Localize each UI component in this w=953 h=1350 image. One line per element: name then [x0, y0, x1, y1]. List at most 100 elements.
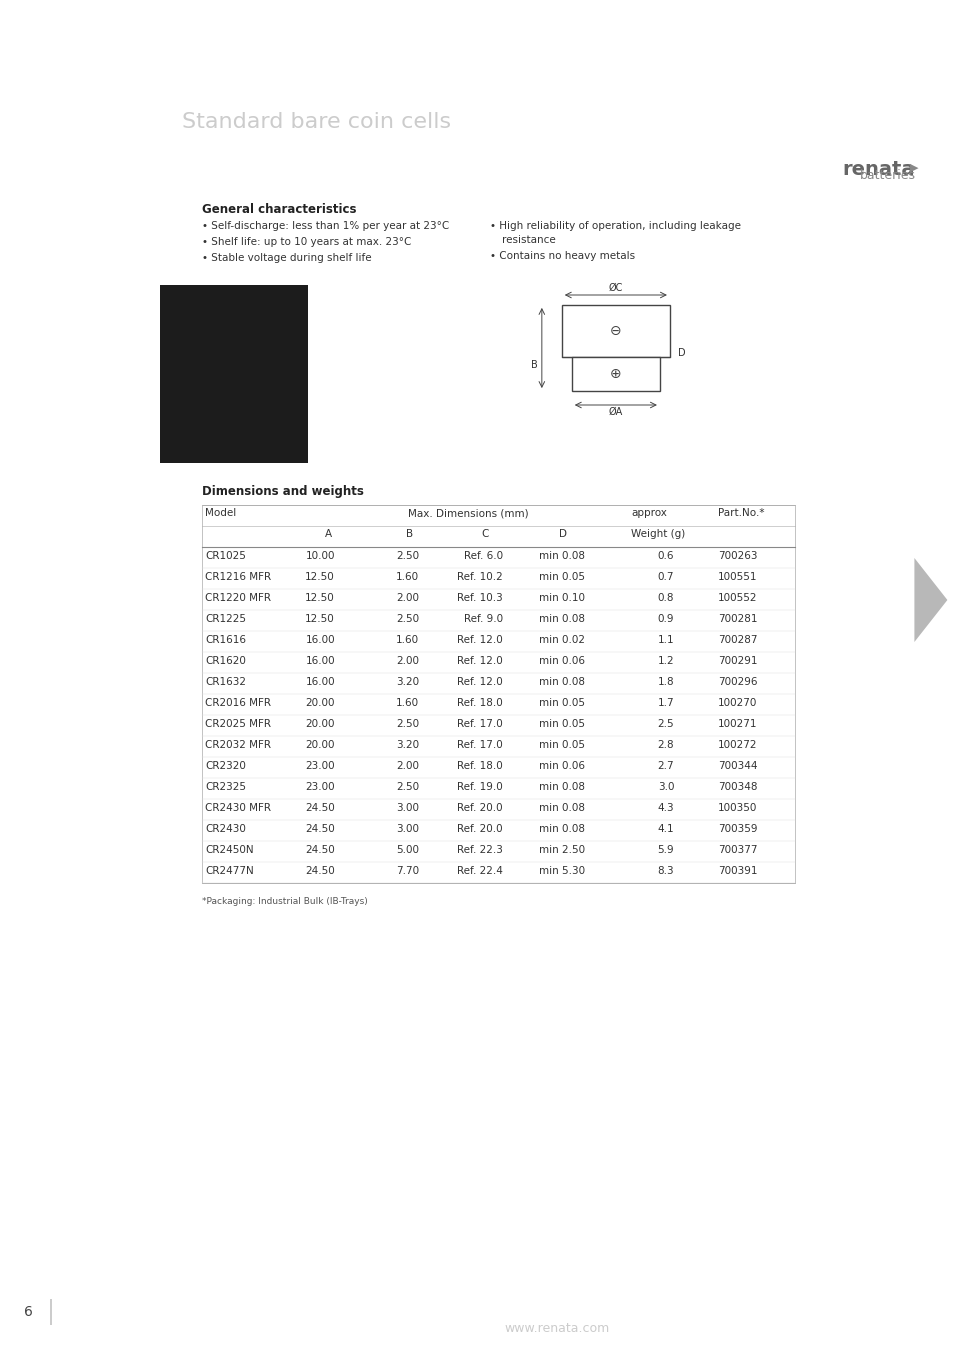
Text: renata: renata [841, 161, 914, 180]
Text: Ref. 17.0: Ref. 17.0 [456, 720, 502, 729]
Text: ⊕: ⊕ [609, 367, 621, 381]
Text: D: D [558, 529, 566, 539]
Text: 700391: 700391 [718, 865, 757, 876]
Polygon shape [913, 558, 946, 643]
Text: min 0.06: min 0.06 [538, 656, 584, 666]
Text: Ref. 20.0: Ref. 20.0 [456, 824, 502, 834]
Text: 3.20: 3.20 [395, 740, 418, 751]
Text: 5.9: 5.9 [657, 845, 674, 855]
Text: min 0.05: min 0.05 [538, 698, 584, 707]
Text: 2.00: 2.00 [395, 593, 418, 603]
Text: min 0.08: min 0.08 [538, 614, 584, 624]
Text: CR2320: CR2320 [205, 761, 246, 771]
Text: min 0.05: min 0.05 [538, 740, 584, 751]
Text: Standard bare coin cells: Standard bare coin cells [182, 112, 451, 132]
Text: 4.1: 4.1 [657, 824, 674, 834]
Text: 700344: 700344 [718, 761, 757, 771]
Text: 3.0: 3.0 [657, 782, 674, 792]
Text: min 0.02: min 0.02 [538, 634, 584, 645]
Text: 24.50: 24.50 [305, 824, 335, 834]
Text: CR2032 MFR: CR2032 MFR [205, 740, 271, 751]
Text: 700377: 700377 [718, 845, 757, 855]
Text: 6: 6 [24, 1305, 32, 1319]
Text: 5.00: 5.00 [395, 845, 418, 855]
Text: 1.1: 1.1 [657, 634, 674, 645]
Text: • Self-discharge: less than 1% per year at 23°C: • Self-discharge: less than 1% per year … [202, 221, 449, 231]
Text: 700291: 700291 [718, 656, 757, 666]
Text: Ref. 20.0: Ref. 20.0 [456, 803, 502, 813]
Text: Ref. 22.4: Ref. 22.4 [456, 865, 502, 876]
Text: Dimensions and weights: Dimensions and weights [202, 485, 363, 498]
Text: 1.60: 1.60 [395, 572, 418, 582]
Text: 16.00: 16.00 [305, 634, 335, 645]
Text: General characteristics: General characteristics [202, 202, 356, 216]
Text: Ref. 18.0: Ref. 18.0 [456, 698, 502, 707]
Text: resistance: resistance [501, 235, 556, 244]
Text: 100350: 100350 [718, 803, 757, 813]
Text: 16.00: 16.00 [305, 656, 335, 666]
Text: 3.20: 3.20 [395, 676, 418, 687]
Text: min 0.08: min 0.08 [538, 551, 584, 562]
Text: CR1025: CR1025 [205, 551, 246, 562]
Text: www.renata.com: www.renata.com [504, 1323, 609, 1335]
Text: 1.60: 1.60 [395, 634, 418, 645]
Text: Part.No.*: Part.No.* [718, 508, 763, 518]
Bar [160, 285, 308, 463]
Text: 20.00: 20.00 [305, 698, 335, 707]
Text: 12.50: 12.50 [305, 593, 335, 603]
Text: 700263: 700263 [718, 551, 757, 562]
Text: 0.6: 0.6 [657, 551, 674, 562]
Text: 20.00: 20.00 [305, 740, 335, 751]
Text: C: C [481, 529, 488, 539]
Text: 2.50: 2.50 [395, 782, 418, 792]
Text: 23.00: 23.00 [305, 782, 335, 792]
Text: CR2016 MFR: CR2016 MFR [205, 698, 271, 707]
Text: 2.7: 2.7 [657, 761, 674, 771]
Text: 1.7: 1.7 [657, 698, 674, 707]
Bar [308, 285, 899, 463]
Text: 700348: 700348 [718, 782, 757, 792]
Text: 0.7: 0.7 [657, 572, 674, 582]
Text: 16.00: 16.00 [305, 676, 335, 687]
Text: Ref. 19.0: Ref. 19.0 [456, 782, 502, 792]
Text: ⊖: ⊖ [609, 324, 621, 338]
Text: 1.2: 1.2 [657, 656, 674, 666]
Text: 24.50: 24.50 [305, 845, 335, 855]
Text: Ref. 10.3: Ref. 10.3 [456, 593, 502, 603]
Text: 2.50: 2.50 [395, 551, 418, 562]
Text: CR2025 MFR: CR2025 MFR [205, 720, 271, 729]
Text: ▶: ▶ [909, 163, 918, 173]
Text: 3.00: 3.00 [395, 803, 418, 813]
Text: 0.9: 0.9 [657, 614, 674, 624]
Text: 1.60: 1.60 [395, 698, 418, 707]
Text: Ref. 6.0: Ref. 6.0 [463, 551, 502, 562]
Text: CR2430 MFR: CR2430 MFR [205, 803, 271, 813]
Text: 24.50: 24.50 [305, 865, 335, 876]
Text: Ref. 17.0: Ref. 17.0 [456, 740, 502, 751]
Text: min 5.30: min 5.30 [538, 865, 584, 876]
Text: CR1225: CR1225 [205, 614, 246, 624]
Bar [50, 1299, 52, 1324]
Text: A: A [324, 529, 332, 539]
Text: D: D [678, 348, 685, 358]
Text: Coin Cells: Coin Cells [182, 59, 457, 108]
Text: 1.8: 1.8 [657, 676, 674, 687]
Bar [561, 305, 669, 356]
Text: Ref. 12.0: Ref. 12.0 [456, 634, 502, 645]
Text: min 0.08: min 0.08 [538, 782, 584, 792]
Text: 23.00: 23.00 [305, 761, 335, 771]
Text: Ref. 22.3: Ref. 22.3 [456, 845, 502, 855]
Text: 700281: 700281 [718, 614, 757, 624]
Text: 700359: 700359 [718, 824, 757, 834]
Text: approx: approx [630, 508, 666, 518]
Text: ØA: ØA [608, 406, 622, 417]
Text: min 2.50: min 2.50 [538, 845, 584, 855]
Text: 4.3: 4.3 [657, 803, 674, 813]
Text: min 0.05: min 0.05 [538, 720, 584, 729]
Text: 2.00: 2.00 [395, 656, 418, 666]
Text: 10.00: 10.00 [305, 551, 335, 562]
Text: 700287: 700287 [718, 634, 757, 645]
Text: 2.00: 2.00 [395, 761, 418, 771]
Text: 12.50: 12.50 [305, 572, 335, 582]
Bar [202, 505, 794, 883]
